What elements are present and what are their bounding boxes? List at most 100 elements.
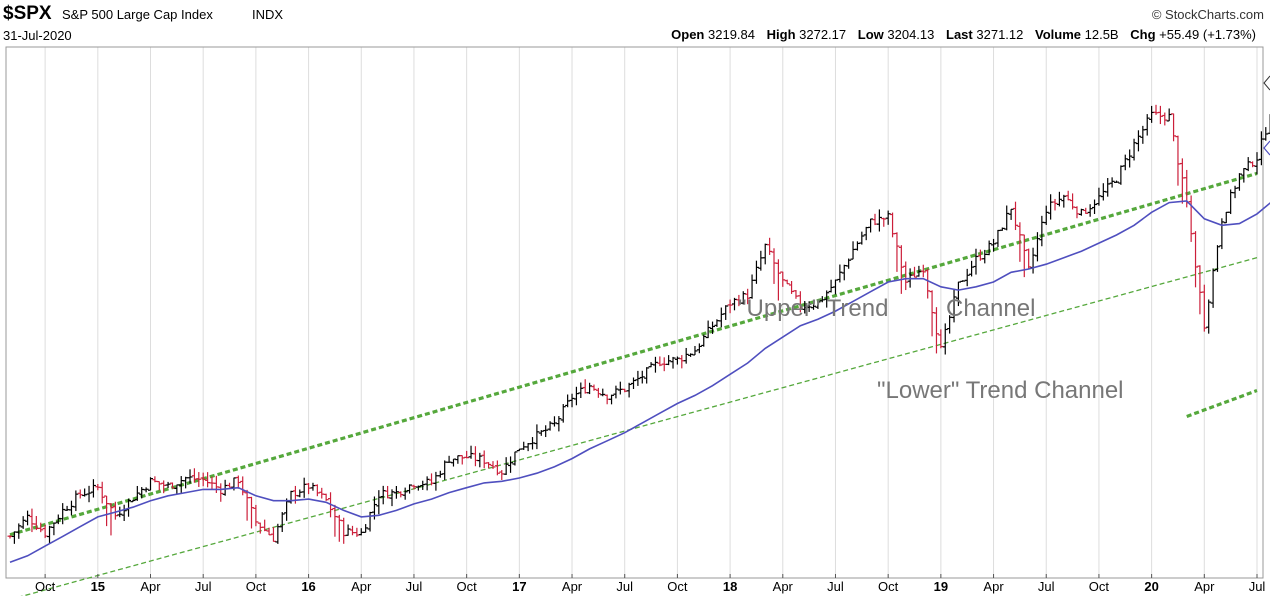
- ohlc-bar: [477, 452, 483, 468]
- ohlc-bar: [25, 510, 31, 526]
- ohlc-bar: [1083, 207, 1089, 214]
- x-tick-label: Apr: [351, 579, 372, 594]
- ohlc-bar: [196, 472, 202, 487]
- ohlc-bar: [1171, 113, 1177, 142]
- x-tick-label: Apr: [1194, 579, 1215, 594]
- ohlc-bar: [652, 356, 658, 373]
- ohlc-bar: [1236, 173, 1242, 191]
- last-label: Last: [946, 27, 973, 42]
- ohlc-bar: [95, 484, 101, 491]
- ohlc-bar: [868, 218, 874, 233]
- ohlc-bar: [573, 386, 579, 406]
- ohlc-bar: [881, 217, 887, 227]
- ohlc-bar: [402, 487, 408, 500]
- ohlc-bar: [1052, 198, 1058, 211]
- x-tick-label: 16: [301, 579, 315, 594]
- ohlc-bar: [613, 385, 619, 399]
- ohlc-bar: [714, 319, 720, 327]
- ohlc-bar: [1043, 205, 1049, 225]
- x-tick-label: Jul: [406, 579, 423, 594]
- annotations: "Upper" Trend Channel "Lower" Trend Channe…: [738, 295, 1124, 404]
- ohlc-bar: [587, 382, 593, 395]
- annotation-label: "Lower" Trend Channel: [877, 377, 1124, 404]
- ohlc-bar: [920, 264, 926, 278]
- ohlc-bar: [279, 512, 285, 533]
- ohlc-bar: [1135, 130, 1141, 152]
- ohlc-bar: [446, 455, 452, 463]
- x-tick-label: Oct: [457, 579, 478, 594]
- ohlc-bar: [301, 477, 307, 498]
- ohlc-bar: [459, 455, 465, 465]
- ohlc-bar: [1039, 215, 1045, 247]
- ohlc-bar: [1188, 195, 1194, 242]
- ohlc-bar: [850, 241, 856, 260]
- ohlc-bar: [670, 356, 676, 369]
- low-value: 3204.13: [887, 27, 935, 42]
- ohlc-bar: [521, 441, 527, 450]
- ohlc-bar: [354, 527, 360, 537]
- ohlc-bar: [464, 450, 470, 459]
- ohlc-bar: [560, 404, 566, 423]
- low-label: Low: [857, 27, 884, 42]
- ohlc-bar: [455, 455, 461, 464]
- ohlc-bar: [1078, 208, 1084, 216]
- ohlc-bar: [986, 240, 992, 256]
- ohlc-bar: [991, 238, 997, 252]
- ohlc-bar: [270, 527, 276, 542]
- ohlc-bar: [565, 394, 571, 408]
- ohlc-bar: [885, 210, 891, 225]
- ohlc-bar: [253, 504, 259, 527]
- ohlc-bar: [1013, 201, 1019, 231]
- ohlc-bar: [117, 506, 123, 518]
- ohlc-bar: [148, 477, 154, 491]
- ohlc-bar: [551, 416, 557, 427]
- ohlc-bar: [213, 475, 219, 493]
- ohlc-bar: [635, 370, 641, 386]
- ohlc-bar: [398, 491, 404, 498]
- ohlc-bar: [341, 517, 347, 544]
- ohlc-bar: [1193, 231, 1199, 288]
- ohlc-bar: [775, 259, 781, 301]
- volume-value: 12.5B: [1084, 27, 1119, 42]
- ohlc-bar: [235, 475, 241, 489]
- ohlc-bar: [1061, 194, 1067, 208]
- open-label: Open: [671, 27, 705, 42]
- trend-line: [9, 171, 1258, 537]
- ohlc-bar: [367, 511, 373, 532]
- ohlc-bar: [104, 495, 110, 527]
- ohlc-bar: [1140, 125, 1146, 144]
- x-tick-label: 15: [91, 579, 105, 594]
- ohlc-bar: [617, 381, 623, 395]
- ohlc-bar: [876, 209, 882, 232]
- ohlc-bar: [429, 473, 435, 486]
- ohlc-bar: [929, 290, 935, 337]
- ohlc-bar: [512, 451, 518, 466]
- ohlc-bar: [846, 258, 852, 269]
- chart-date: 31-Jul-2020: [3, 28, 72, 43]
- ohlc-bar: [644, 367, 650, 384]
- ohlc-bar: [569, 393, 575, 408]
- ohlc-bar: [424, 476, 430, 491]
- ohlc-bar: [47, 525, 53, 544]
- ohlc-bar: [90, 479, 96, 498]
- ohlc-bar: [1210, 268, 1216, 308]
- ohlc-bar: [890, 212, 896, 238]
- ohlc-bar: [657, 356, 663, 367]
- ohlc-bar: [51, 522, 57, 536]
- ma-marker-icon: [1263, 140, 1270, 156]
- annotation-label: Channel: [946, 295, 1035, 322]
- ohlc-bar: [415, 485, 421, 491]
- ohlc-bar: [837, 264, 843, 283]
- ohlc-bar: [1109, 177, 1115, 188]
- ohlc-bar: [1149, 105, 1155, 123]
- ohlc-bar: [925, 268, 931, 299]
- ohlc-bar: [1127, 149, 1133, 168]
- x-tick-label: Apr: [983, 579, 1004, 594]
- ohlc-bar: [1241, 168, 1247, 183]
- ohlc-bar: [609, 394, 615, 405]
- ohlc-bar: [600, 388, 606, 397]
- ohlc-bar: [815, 301, 821, 309]
- x-tick-label: Apr: [773, 579, 794, 594]
- ohlc-bar: [631, 377, 636, 390]
- ohlc-bar: [156, 480, 162, 491]
